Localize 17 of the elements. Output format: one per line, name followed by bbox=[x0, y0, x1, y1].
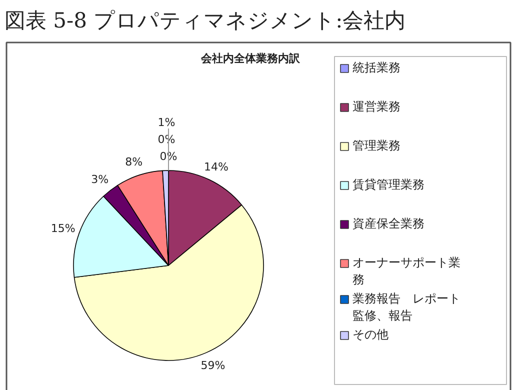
text: 0% bbox=[160, 150, 178, 163]
data-label: 3% bbox=[91, 172, 109, 186]
legend-label: オーナーサポート業務 bbox=[352, 256, 460, 286]
chart-subtitle: 図表 5-8 プロパティマネジメント:会社内 bbox=[4, 8, 406, 32]
legend-label: その他 bbox=[352, 328, 388, 342]
legend-label: 統括業務 bbox=[352, 60, 400, 74]
data-label: 1% bbox=[158, 116, 176, 130]
legend-label: 資産保全業務 bbox=[352, 216, 424, 230]
legend-label: 管理業務 bbox=[352, 138, 400, 152]
data-label: 15% bbox=[50, 222, 76, 236]
chart-title: 会社内全体業務内訳 bbox=[200, 52, 301, 65]
legend-label: 運営業務 bbox=[352, 100, 400, 114]
data-label: 8% bbox=[125, 155, 143, 168]
legend-label: 業務報告 レポート監修、報告 bbox=[352, 292, 460, 322]
legend-label: 賃貸管理業務 bbox=[352, 178, 424, 192]
data-label: 59% bbox=[200, 359, 226, 372]
data-label: 14% bbox=[204, 160, 228, 174]
